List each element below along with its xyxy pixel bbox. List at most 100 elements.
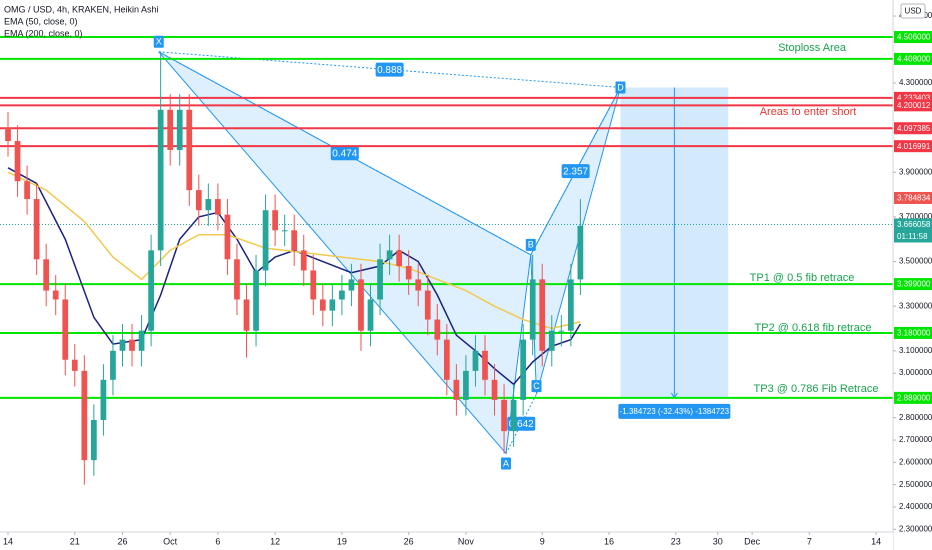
candle-body [24,181,30,200]
candle-body [367,299,374,331]
ratio-line [158,51,532,256]
ratio-line [158,51,621,88]
x-tick-label: 7 [807,536,812,546]
candle-body [319,299,326,311]
x-tick-label: 30 [713,536,723,546]
candle-body [424,290,431,320]
price-tag-box [894,191,932,204]
y-tick-label: 2.600000 [899,457,932,466]
y-tick-label: 2.400000 [899,502,932,511]
x-tick-label: 23 [671,536,681,546]
ratio-box [561,164,590,179]
y-tick-label: 3.500000 [899,257,932,266]
candle-body [43,259,50,291]
candle-body [186,109,193,191]
level-tag-box [894,122,932,135]
level-tag-box [894,52,932,65]
candle-body [167,109,174,150]
level-tag-box [894,326,932,339]
candle-body [272,210,278,231]
x-tick-label: 26 [404,536,414,546]
level-tag: 4.200012 [897,101,931,110]
candle-body [91,419,97,461]
x-tick-label: Nov [458,536,475,546]
level-tag-box [894,99,932,112]
candle-body [119,339,126,351]
candle-body [157,109,164,251]
point-label: X [156,37,162,47]
y-tick-label: 2.500000 [899,480,932,489]
y-tick-label: 3.700000 [899,212,932,221]
candle-body [148,250,154,331]
point-label: B [528,240,534,250]
candle-body [329,299,336,311]
ema-line [7,167,582,386]
candle-body [482,350,488,380]
candle-body [205,199,212,211]
ratio-label: 0.888 [377,65,402,76]
candle-body [539,279,546,351]
candle-body [291,230,298,251]
currency-box [900,3,926,19]
candle-body [348,279,355,291]
level-tag: 4.408000 [897,55,931,64]
candle-body [62,299,69,360]
level-tag: 3.180000 [897,329,931,338]
annotation: TP2 @ 0.618 fib retrace [755,322,872,334]
candle-body [472,350,479,371]
x-tick-label: 21 [70,536,80,546]
level-tag: 4.097385 [897,124,931,133]
candle-body [195,190,202,211]
candle-body [386,250,393,260]
candle-body [14,141,21,182]
candle-body [253,270,259,331]
legend-entry: OMG / USD, 4h, KRAKEN, Heikin Ashi [4,4,159,14]
candle-body [510,399,517,432]
point-label: C [533,381,540,391]
price-tag: 3.666058 [897,220,931,229]
candle-body [501,399,507,432]
point-box [525,238,536,251]
candle-body [415,279,422,291]
candle-body [281,230,288,232]
candle-body [300,250,307,271]
candle-body [100,379,107,420]
x-axis-area [0,532,893,550]
y-tick-label: 3.000000 [899,368,932,377]
countdown: 01:11:58 [897,232,928,241]
candle-body [215,199,221,215]
candle-body [577,225,584,280]
candle-body [138,330,145,351]
level-tag-box [894,140,932,153]
candle-body [396,250,402,266]
ratio-label: 0.642 [509,419,534,430]
point-box [500,457,511,470]
position-label-box [618,403,731,419]
candle-body [463,370,469,400]
point-box [153,35,164,48]
y-axis-area [893,0,932,550]
legend-entry: EMA (200, close, 0) [4,28,83,38]
x-tick-label: 9 [540,536,545,546]
y-tick-label: 4.300000 [899,78,932,87]
point-label: A [503,458,509,468]
candle-body [339,290,345,300]
annotation: TP1 @ 0.5 fib retrace [750,272,855,284]
price-tag-box [894,218,932,231]
candle-body [558,330,565,332]
y-tick-label: 3.100000 [899,346,932,355]
candle-body [491,379,498,400]
candle-body [52,290,59,300]
candle-body [176,109,183,150]
level-tag-box [894,278,932,291]
candle-body [358,279,364,331]
annotation: TP3 @ 0.786 Fib Retrace [754,383,879,395]
candle-body [377,259,383,300]
point-label: D [617,82,624,92]
ratio-label: 2.357 [563,166,588,177]
x-tick-label: 19 [337,536,347,546]
candle-body [310,270,317,300]
candle-body [453,379,460,400]
candle-body [443,339,450,380]
